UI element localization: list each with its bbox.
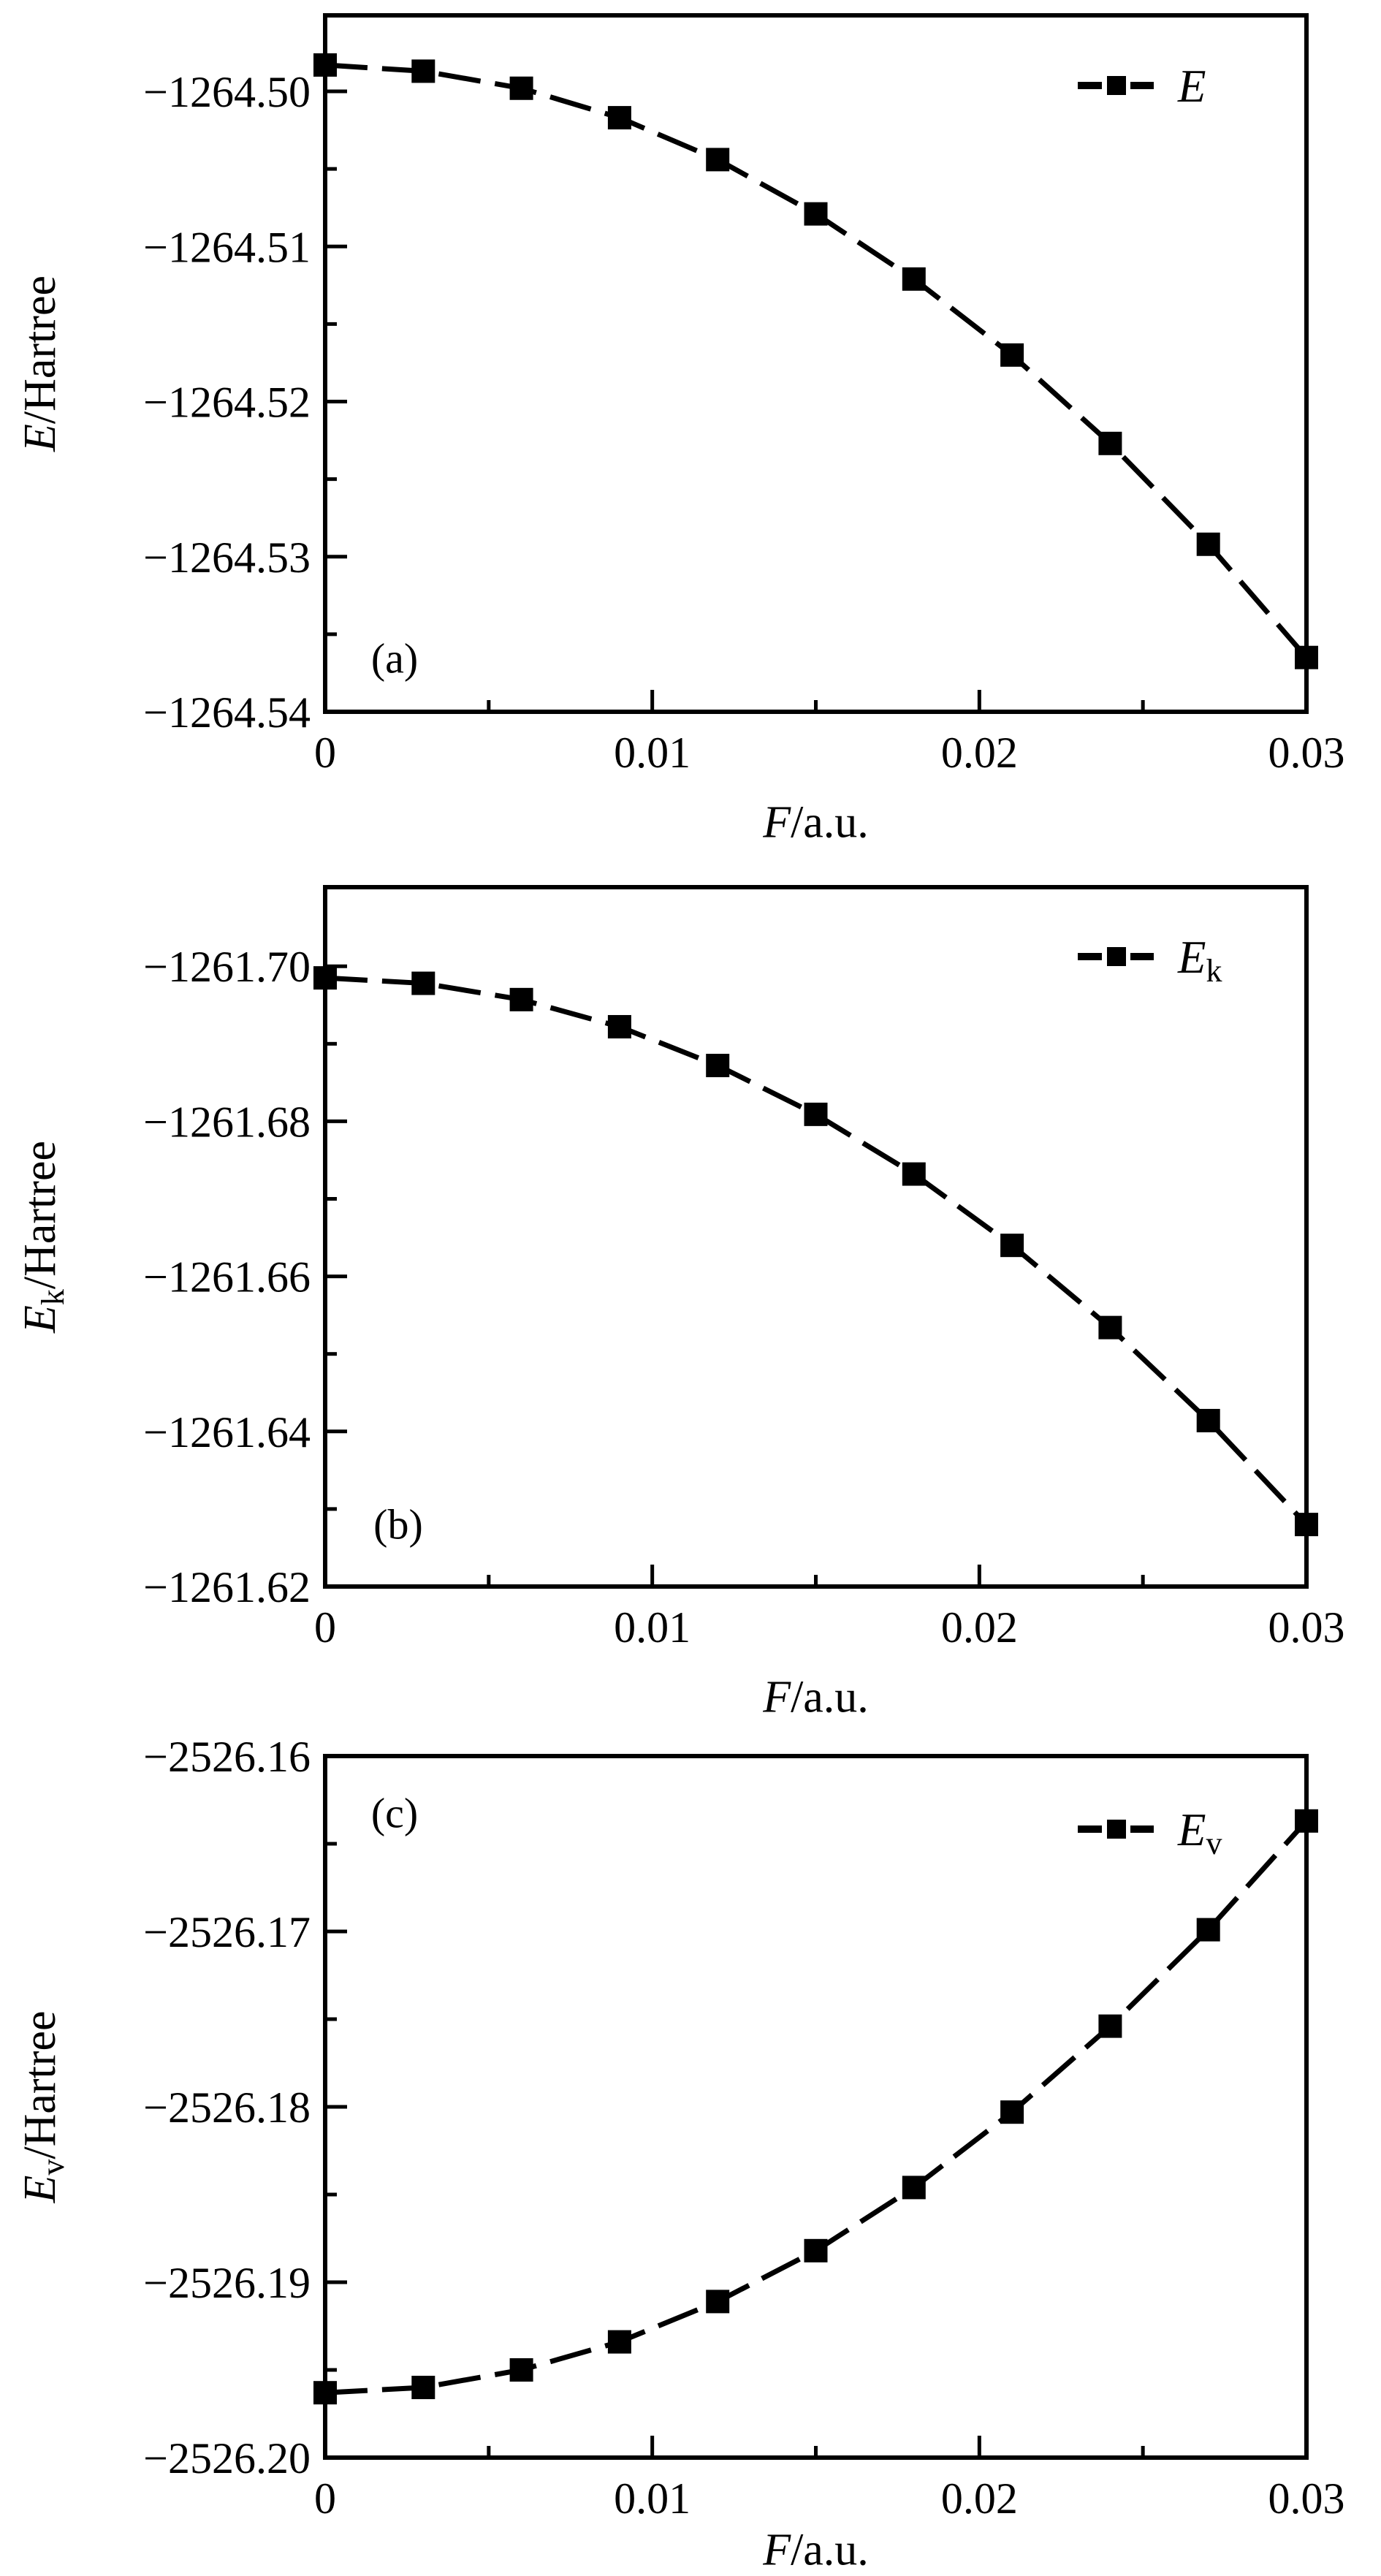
plot-frame-c bbox=[323, 1754, 1309, 2460]
x-tick-label: 0.03 bbox=[1268, 2474, 1345, 2523]
data-point-marker bbox=[804, 202, 828, 226]
y-tick-label: −1264.50 bbox=[143, 68, 311, 116]
x-axis-label: F/a.u. bbox=[762, 1673, 869, 1722]
y-tick-label: −2526.20 bbox=[143, 2434, 311, 2482]
data-point-marker bbox=[509, 987, 533, 1011]
data-point-marker bbox=[1000, 2100, 1024, 2124]
x-tick-label: 0.03 bbox=[1268, 729, 1345, 777]
x-tick-label: 0.03 bbox=[1268, 1603, 1345, 1652]
data-point-marker bbox=[1098, 431, 1122, 455]
data-point-marker bbox=[902, 2176, 926, 2200]
legend-marker-square bbox=[1107, 76, 1126, 95]
y-axis-label: Ev/Hartree bbox=[15, 2011, 71, 2204]
legend-label: E bbox=[1177, 61, 1206, 112]
series-line-a bbox=[324, 62, 1309, 660]
series-line-b bbox=[324, 975, 1309, 1527]
data-point-marker bbox=[1098, 2014, 1122, 2038]
y-tick-label: −1264.53 bbox=[143, 533, 311, 582]
y-axis-label: Ek/Hartree bbox=[15, 1141, 71, 1334]
plot-frame-a bbox=[323, 13, 1309, 714]
panel-b: 0 0.01 0.02 0.03 −1261.70 −1261.68 −1261.66 −12… bbox=[15, 885, 1345, 1722]
x-tick-label: 0.01 bbox=[614, 729, 690, 777]
x-tick-label: 0.01 bbox=[614, 2474, 690, 2523]
data-point-marker bbox=[706, 1054, 730, 1078]
data-point-marker bbox=[313, 2381, 337, 2405]
data-point-marker bbox=[1295, 1809, 1318, 1833]
data-point-marker bbox=[607, 106, 631, 130]
data-point-marker bbox=[706, 148, 730, 172]
x-tick-label: 0 bbox=[314, 729, 336, 777]
y-axis-label: E/Hartree bbox=[15, 276, 65, 452]
data-point-marker bbox=[1000, 343, 1024, 367]
data-point-marker bbox=[804, 1102, 828, 1126]
legend-marker-square bbox=[1107, 1820, 1126, 1839]
y-tick-label: −2526.16 bbox=[143, 1733, 311, 1781]
data-point-marker bbox=[1196, 1408, 1220, 1432]
data-point-marker bbox=[1295, 1513, 1318, 1537]
y-tick-label: −1261.62 bbox=[143, 1563, 311, 1611]
panel-c: 0 0.01 0.02 0.03 −2526.16 −2526.17 −2526.18 −25… bbox=[15, 1733, 1345, 2575]
x-axis-label: F/a.u. bbox=[762, 798, 869, 848]
y-tick-label: −1264.52 bbox=[143, 379, 311, 427]
x-tick-label: 0.01 bbox=[614, 1603, 690, 1652]
legend-c: Ev bbox=[1078, 1804, 1222, 1861]
legend-label: Ev bbox=[1177, 1804, 1222, 1861]
y-tick-label: −2526.19 bbox=[143, 2259, 311, 2307]
legend-label: Ek bbox=[1177, 932, 1222, 989]
data-point-marker bbox=[1196, 1918, 1220, 1942]
data-point-marker bbox=[607, 1014, 631, 1038]
legend-a: E bbox=[1078, 61, 1206, 112]
data-point-marker bbox=[1295, 645, 1318, 669]
legend-b: Ek bbox=[1078, 932, 1222, 989]
x-tick-label: 0 bbox=[314, 2474, 336, 2523]
data-point-marker bbox=[706, 2290, 730, 2314]
data-point-marker bbox=[313, 966, 337, 990]
y-tick-label: −1261.70 bbox=[143, 943, 311, 991]
panel-a: 0 0.01 0.02 0.03 −1264.50 −1264.51 −1264.52 −12… bbox=[15, 13, 1345, 848]
panel-annotation-c: (c) bbox=[371, 1789, 418, 1836]
data-point-marker bbox=[509, 2358, 533, 2382]
y-tick-label: −1264.51 bbox=[143, 223, 311, 271]
x-tick-label: 0.02 bbox=[941, 2474, 1018, 2523]
data-point-marker bbox=[1098, 1315, 1122, 1340]
data-point-marker bbox=[607, 2330, 631, 2354]
data-point-marker bbox=[411, 2376, 435, 2399]
panel-annotation-b: (b) bbox=[373, 1500, 423, 1548]
data-point-marker bbox=[902, 267, 926, 291]
data-point-marker bbox=[1196, 532, 1220, 556]
series-line-c bbox=[324, 1819, 1309, 2395]
data-point-marker bbox=[411, 971, 435, 995]
data-point-marker bbox=[411, 59, 435, 83]
y-tick-label: −1261.66 bbox=[143, 1253, 311, 1302]
panel-annotation-a: (a) bbox=[371, 634, 418, 682]
y-tick-label: −1261.64 bbox=[143, 1408, 311, 1456]
x-axis-label: F/a.u. bbox=[762, 2526, 869, 2572]
data-point-marker bbox=[902, 1162, 926, 1186]
y-tick-label: −1261.68 bbox=[143, 1098, 311, 1146]
x-tick-label: 0.02 bbox=[941, 1603, 1018, 1652]
data-point-marker bbox=[804, 2238, 828, 2262]
data-point-marker bbox=[509, 76, 533, 100]
data-point-marker bbox=[1000, 1234, 1024, 1258]
x-tick-label: 0.02 bbox=[941, 729, 1018, 777]
data-point-marker bbox=[313, 53, 337, 77]
y-tick-label: −1264.54 bbox=[143, 688, 311, 737]
x-tick-label: 0 bbox=[314, 1603, 336, 1652]
legend-marker-square bbox=[1107, 947, 1126, 966]
y-tick-label: −2526.17 bbox=[143, 1908, 311, 1956]
y-tick-label: −2526.18 bbox=[143, 2083, 311, 2132]
